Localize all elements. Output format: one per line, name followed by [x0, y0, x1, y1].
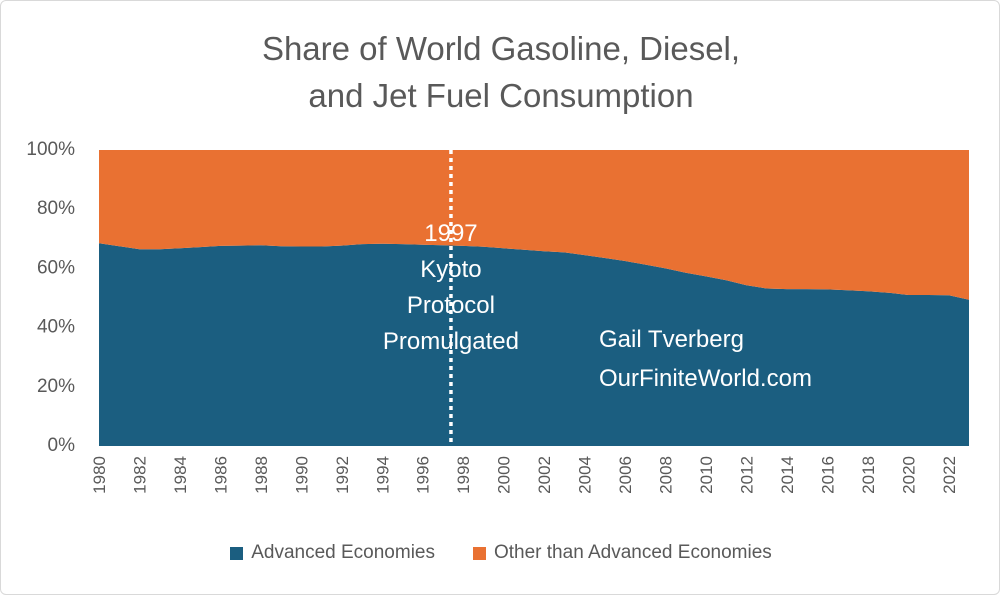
- x-tick-label: 1982: [130, 456, 149, 494]
- event-annotation-line: Protocol: [407, 292, 495, 319]
- x-tick-label: 2018: [859, 456, 878, 494]
- x-tick-label: 2022: [940, 456, 959, 494]
- chart-title: Share of World Gasoline, Diesel, and Jet…: [1, 25, 999, 119]
- x-tick-label: 1998: [454, 456, 473, 494]
- x-tick-label: 2010: [697, 456, 716, 494]
- x-tick-label: 1996: [414, 456, 433, 494]
- x-tick-label: 1994: [373, 456, 392, 494]
- legend-item-other: Other than Advanced Economies: [472, 542, 772, 564]
- credit-line: Gail Tverberg: [599, 326, 744, 353]
- x-tick-label: 2016: [818, 456, 837, 494]
- x-tick-label: 2000: [495, 456, 514, 494]
- x-tick-label: 2012: [737, 456, 756, 494]
- x-tick-label: 2020: [899, 456, 918, 494]
- y-tick-label: 100%: [26, 139, 75, 160]
- y-tick-label: 20%: [37, 376, 75, 397]
- legend-swatch-advanced: [230, 546, 244, 560]
- credit-line: OurFiniteWorld.com: [599, 365, 812, 392]
- x-tick-label: 1986: [211, 456, 230, 494]
- x-tick-label: 2002: [535, 456, 554, 494]
- event-annotation-line: 1997: [424, 220, 477, 247]
- x-tick-label: 1984: [171, 456, 190, 494]
- chart-title-line-2: and Jet Fuel Consumption: [308, 77, 694, 114]
- x-tick-label: 1992: [333, 456, 352, 494]
- x-tick-label: 1988: [252, 456, 271, 494]
- x-tick-label: 2004: [576, 456, 595, 494]
- x-tick-label: 2006: [616, 456, 635, 494]
- legend-label-advanced: Advanced Economies: [251, 542, 435, 563]
- y-tick-label: 0%: [48, 435, 76, 456]
- x-tick-label: 2008: [657, 456, 676, 494]
- legend-item-advanced: Advanced Economies: [230, 542, 435, 564]
- y-tick-label: 40%: [37, 317, 75, 338]
- x-tick-label: 1980: [90, 456, 109, 494]
- y-tick-label: 60%: [37, 257, 75, 278]
- legend-swatch-other: [472, 546, 486, 560]
- x-tick-label: 1990: [292, 456, 311, 494]
- y-tick-label: 80%: [37, 198, 75, 219]
- chart-title-line-1: Share of World Gasoline, Diesel,: [261, 30, 741, 67]
- legend: Advanced Economies Other than Advanced E…: [1, 542, 999, 564]
- event-annotation-line: Kyoto: [420, 256, 481, 283]
- area-series-1: [99, 150, 969, 300]
- legend-label-other: Other than Advanced Economies: [493, 542, 772, 563]
- area-series-0: [99, 243, 969, 446]
- x-tick-label: 2014: [778, 456, 797, 494]
- event-annotation-line: Promulgated: [383, 328, 519, 355]
